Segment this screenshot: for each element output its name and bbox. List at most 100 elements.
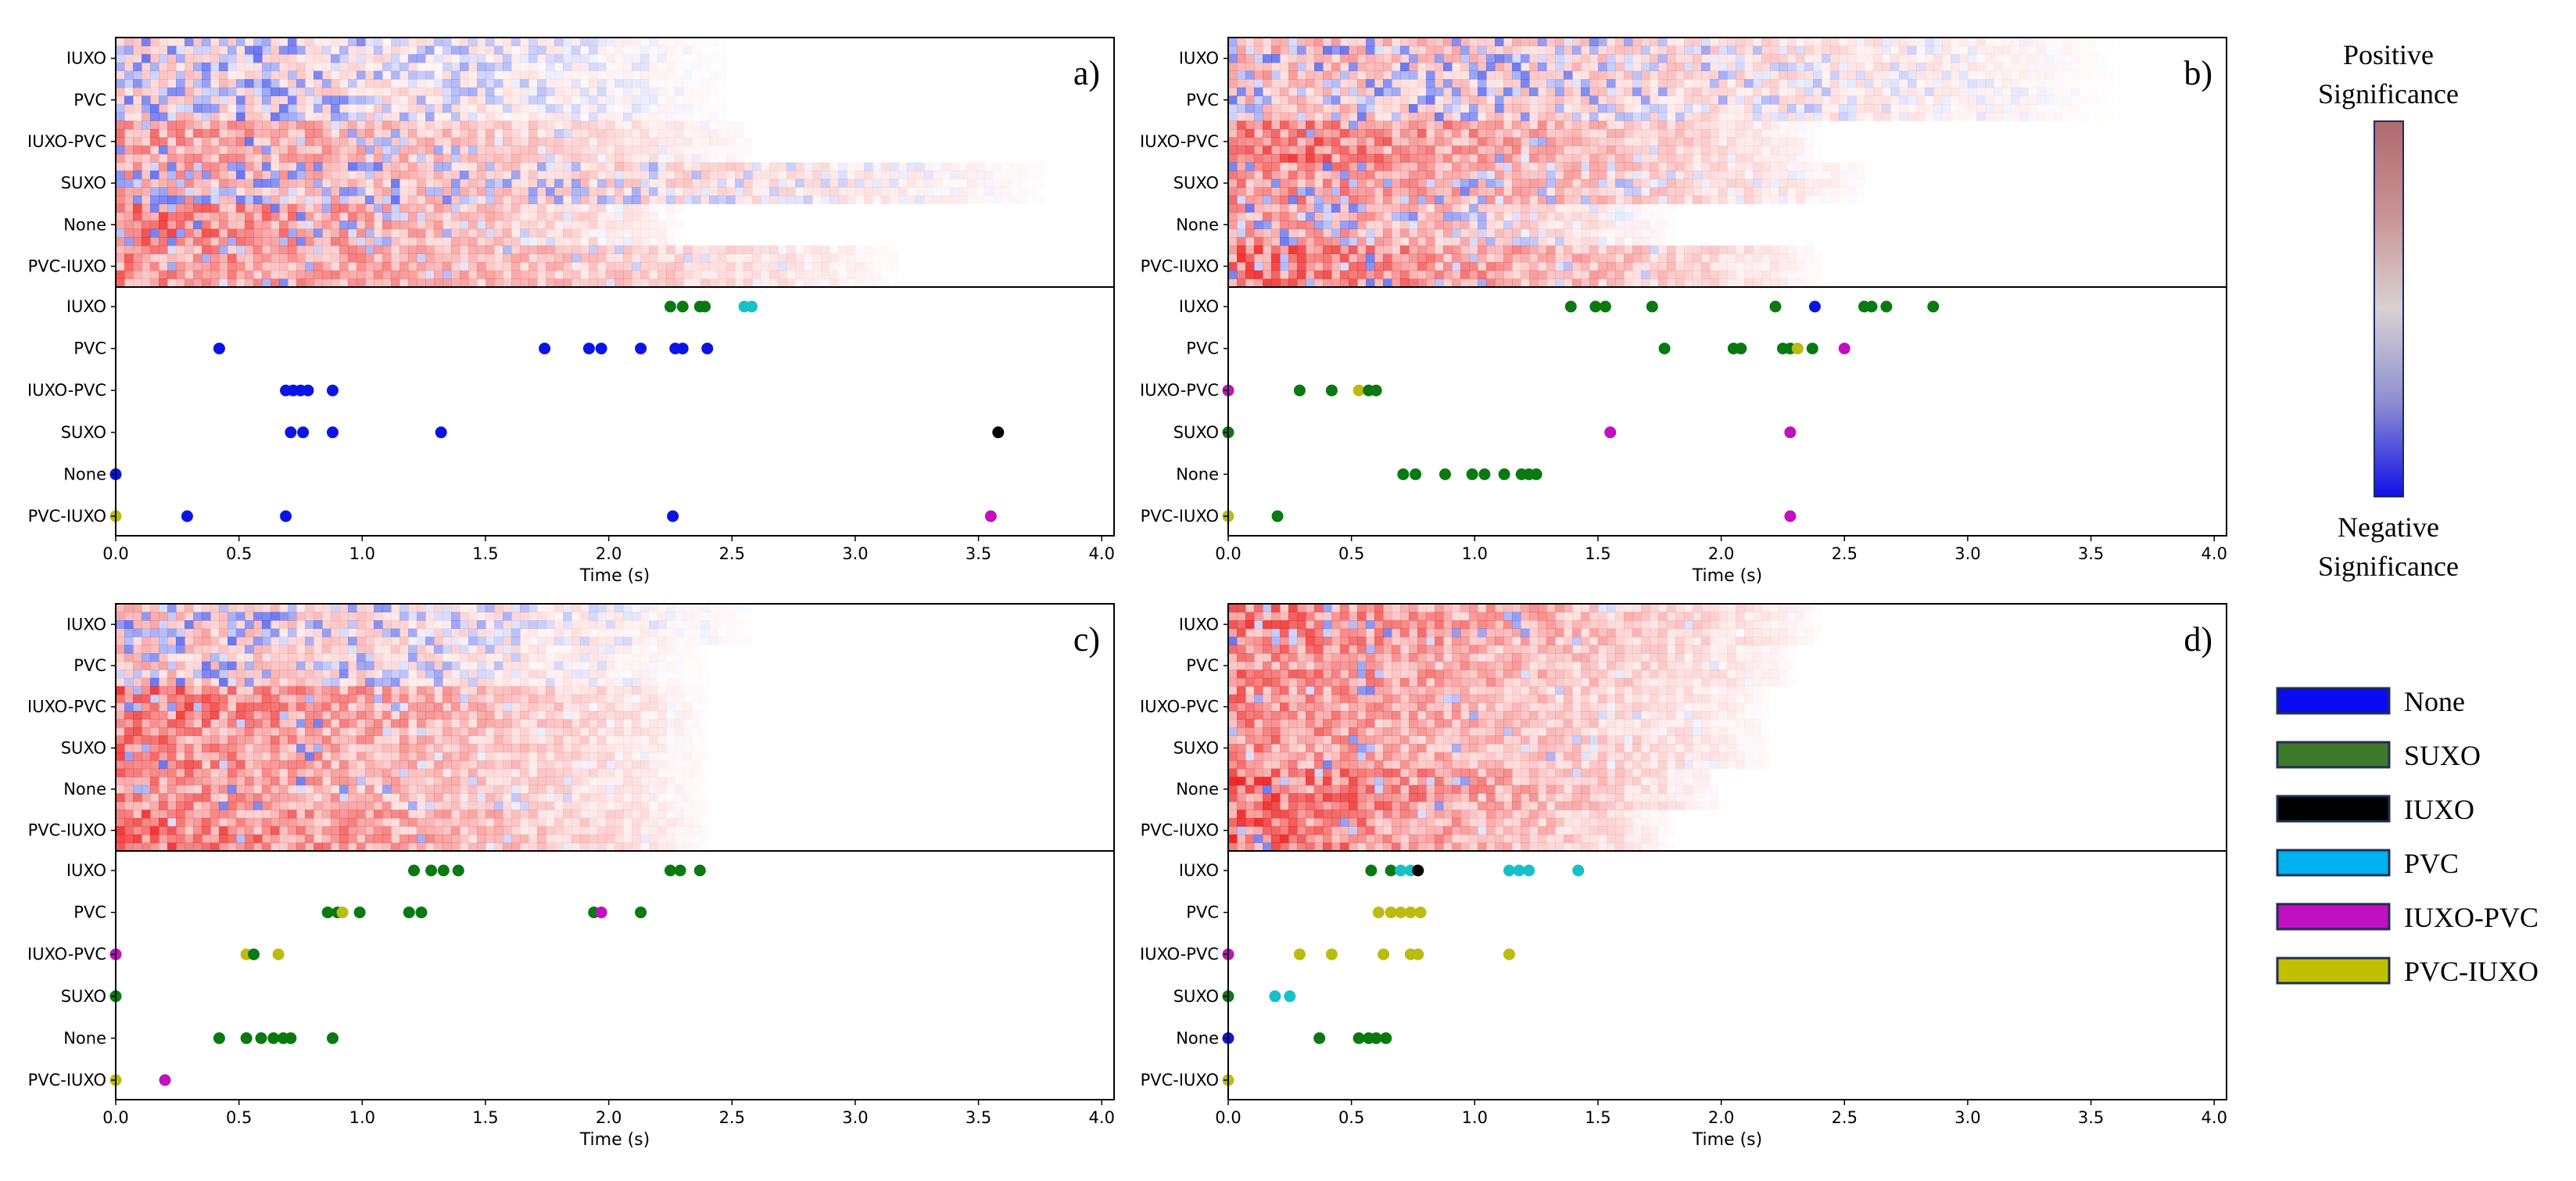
- panel-label: b): [2184, 54, 2212, 92]
- heatmap-cell: [589, 45, 598, 55]
- heatmap-cell: [1538, 137, 1547, 146]
- heatmap-cell: [1770, 87, 1779, 96]
- heatmap-cell: [546, 112, 555, 121]
- heatmap-cell: [1667, 104, 1676, 113]
- heatmap-cell: [1650, 262, 1659, 271]
- heatmap-cell: [589, 171, 598, 180]
- heatmap-cell: [1383, 245, 1392, 254]
- heatmap-cell: [1615, 228, 1625, 238]
- heatmap-cell: [649, 95, 658, 105]
- heatmap-cell: [1443, 245, 1453, 254]
- heatmap-cell: [442, 145, 452, 155]
- heatmap-cell: [1228, 54, 1238, 63]
- heatmap-cell: [1469, 38, 1478, 47]
- heatmap-cell: [1607, 54, 1616, 63]
- heatmap-cell: [339, 95, 349, 105]
- heatmap-cell: [571, 262, 581, 271]
- heatmap-cell: [597, 228, 607, 238]
- heatmap-cell: [1280, 79, 1289, 88]
- heatmap-cell: [1340, 137, 1349, 146]
- heatmap-cell: [933, 187, 942, 196]
- heatmap-cell: [1736, 245, 1745, 254]
- heatmap-cell: [1314, 87, 1324, 96]
- heatmap-cell: [356, 237, 366, 246]
- heatmap-cell: [1228, 196, 1238, 205]
- heatmap-cell: [1916, 70, 1926, 80]
- heatmap-cell: [210, 38, 220, 47]
- heatmap-cell: [236, 220, 245, 230]
- heatmap-cell: [322, 45, 331, 55]
- heatmap-cell: [468, 54, 478, 63]
- heatmap-cell: [116, 153, 125, 163]
- heatmap-cell: [1787, 162, 1797, 171]
- heatmap-cell: [399, 145, 409, 155]
- heatmap-cell: [159, 70, 168, 80]
- heatmap-cell: [1899, 79, 1908, 88]
- heatmap-cell: [193, 95, 202, 105]
- heatmap-cell: [142, 162, 151, 171]
- heatmap-cell: [116, 87, 125, 96]
- heatmap-cell: [1589, 38, 1599, 47]
- heatmap-cell: [1753, 162, 1762, 171]
- heatmap-cell: [1796, 178, 1805, 188]
- heatmap-cell: [322, 604, 331, 613]
- heatmap-cell: [1624, 262, 1633, 271]
- heatmap-cell: [322, 187, 331, 196]
- scatter-point: [595, 343, 607, 355]
- heatmap-cell: [967, 171, 976, 180]
- heatmap-cell: [1916, 95, 1926, 105]
- heatmap-cell: [511, 87, 521, 96]
- heatmap-cell: [700, 171, 710, 180]
- heatmap-cell: [1538, 253, 1547, 263]
- heatmap-cell: [1985, 87, 1994, 96]
- scatter-point: [302, 384, 314, 397]
- heatmap-cell: [1452, 38, 1461, 47]
- heatmap-cell: [1555, 245, 1564, 254]
- heatmap-cell: [460, 120, 469, 130]
- heatmap-cell: [1340, 62, 1349, 72]
- heatmap-cell: [632, 128, 641, 138]
- heatmap-cell: [726, 245, 736, 254]
- heatmap-cell: [1701, 79, 1711, 88]
- heatmap-cell: [313, 38, 323, 47]
- heatmap-cell: [881, 262, 890, 271]
- heatmap-cell: [511, 120, 521, 130]
- heatmap-cell: [1288, 220, 1298, 230]
- heatmap-cell: [1417, 112, 1427, 121]
- heatmap-cell: [356, 253, 366, 263]
- heatmap-cell: [692, 128, 701, 138]
- heatmap-cell: [1478, 79, 1487, 88]
- heatmap-cell: [1546, 245, 1556, 254]
- heatmap-cell: [425, 237, 435, 246]
- heatmap-cell: [451, 145, 460, 155]
- heatmap-cell: [1581, 203, 1590, 213]
- heatmap-cell: [1770, 120, 1779, 130]
- heatmap-cell: [632, 253, 641, 263]
- heatmap-cell: [1521, 171, 1530, 180]
- heatmap-cell: [503, 203, 512, 213]
- heatmap-cell: [305, 95, 314, 105]
- heatmap-cell: [1228, 178, 1238, 188]
- heatmap-cell: [1736, 120, 1745, 130]
- heatmap-cell: [1813, 253, 1822, 262]
- heatmap-cell: [1942, 104, 1951, 113]
- heatmap-cell: [683, 63, 693, 71]
- heatmap-cell: [193, 196, 202, 205]
- heatmap-cell: [1374, 120, 1384, 130]
- heatmap-cell: [296, 604, 306, 613]
- heatmap-cell: [1882, 87, 1891, 96]
- heatmap-cell: [228, 79, 237, 88]
- heatmap-cell: [1658, 270, 1668, 279]
- heatmap-cell: [434, 171, 443, 180]
- heatmap-cell: [1770, 128, 1779, 138]
- heatmap-cell: [1890, 62, 1900, 72]
- heatmap-cell: [1452, 70, 1461, 80]
- heatmap-cell: [1529, 178, 1539, 188]
- heatmap-cell: [1615, 162, 1625, 171]
- heatmap-cell: [1469, 237, 1478, 246]
- heatmap-cell: [1632, 137, 1642, 146]
- heatmap-cell: [167, 237, 177, 246]
- heatmap-cell: [1340, 212, 1349, 221]
- heatmap-cell: [528, 203, 538, 213]
- heatmap-cell: [1813, 95, 1822, 105]
